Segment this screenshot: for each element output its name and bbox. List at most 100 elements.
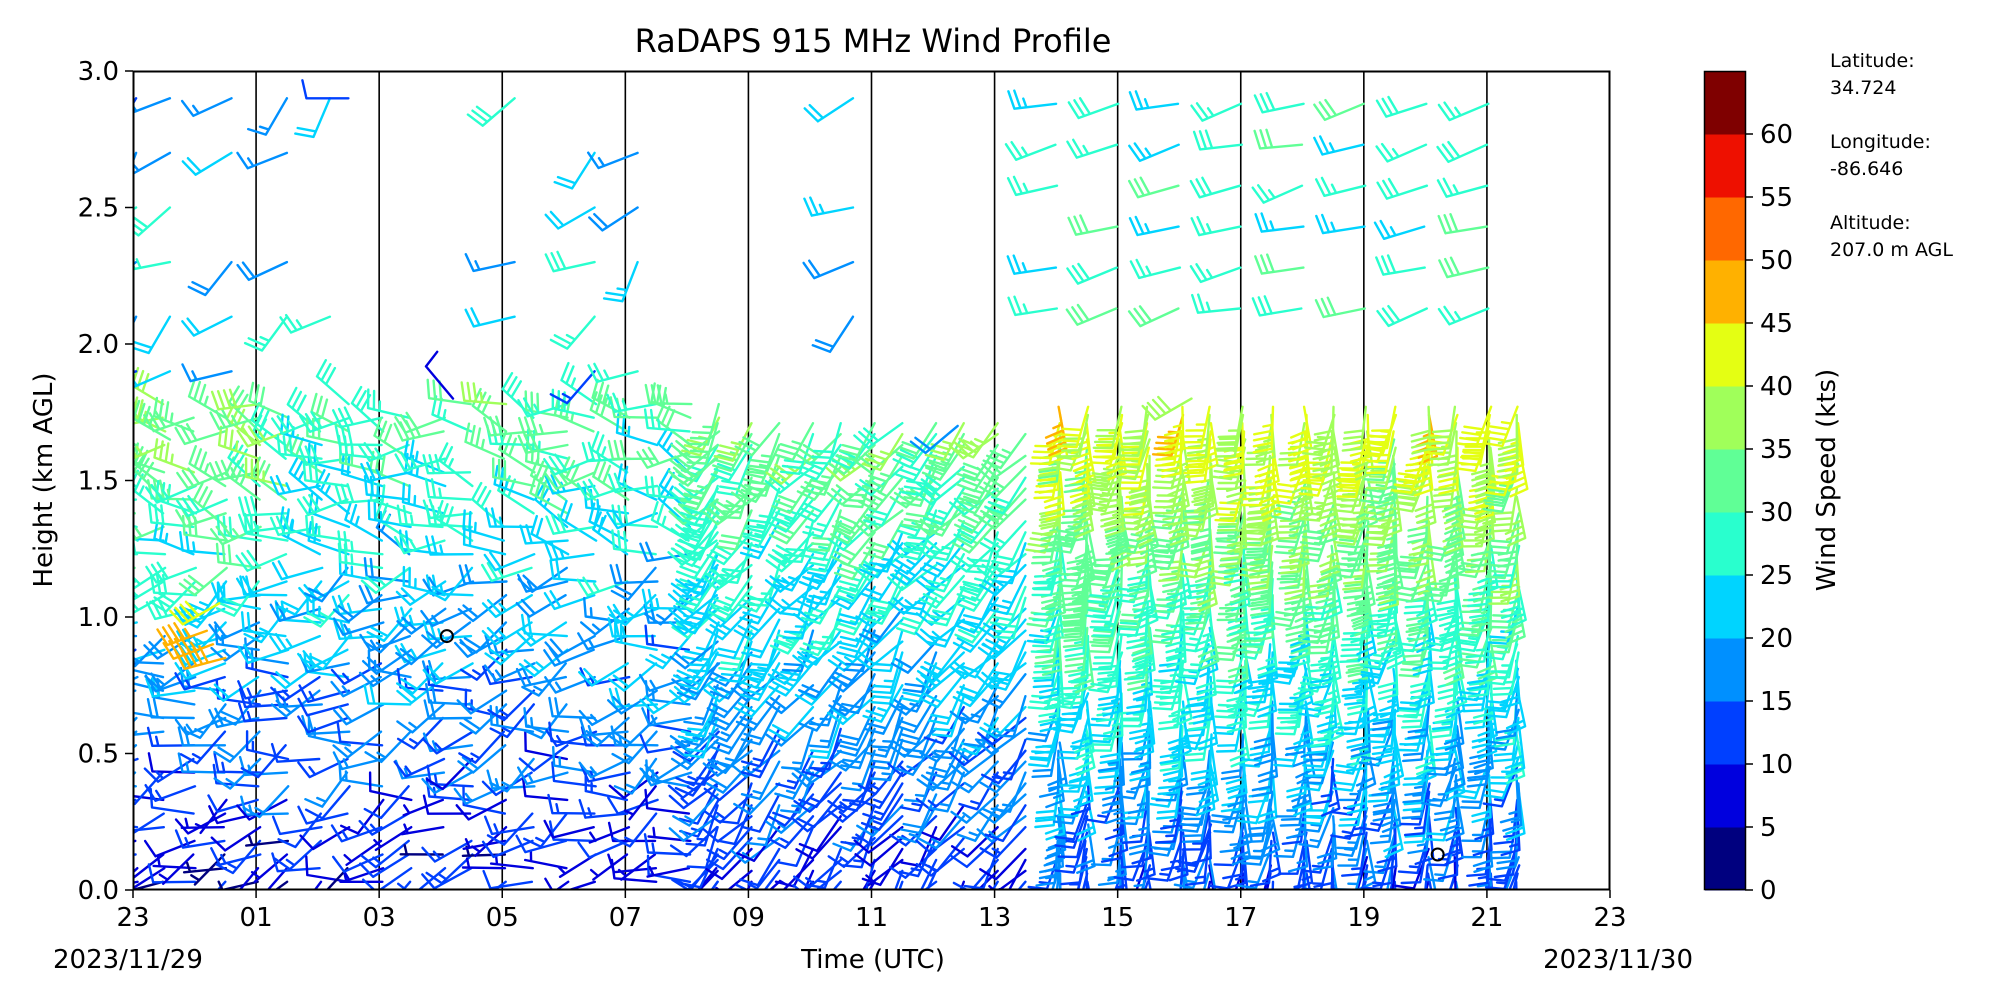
wind-barb bbox=[362, 867, 413, 890]
wind-barb bbox=[1489, 634, 1519, 679]
wind-barb bbox=[857, 476, 904, 512]
wind-barb bbox=[1375, 716, 1396, 766]
wind-barb bbox=[578, 757, 631, 779]
wind-barb bbox=[394, 411, 446, 434]
wind-barb bbox=[344, 500, 383, 542]
wind-barb bbox=[805, 531, 842, 573]
wind-barb bbox=[187, 377, 227, 419]
wind-barb bbox=[1437, 430, 1458, 479]
wind-barb bbox=[890, 542, 938, 575]
wind-barb bbox=[1257, 774, 1278, 824]
wind-barb bbox=[133, 812, 165, 835]
wind-barb bbox=[1192, 675, 1213, 725]
wind-barb bbox=[1254, 212, 1305, 233]
wind-barb bbox=[1314, 667, 1335, 716]
colorbar-segment bbox=[1705, 638, 1745, 702]
wind-barb bbox=[1045, 536, 1067, 588]
wind-barb bbox=[1441, 479, 1465, 531]
wind-barb bbox=[1457, 626, 1493, 669]
wind-barb bbox=[1321, 569, 1343, 621]
wind-barb bbox=[544, 540, 595, 562]
wind-barb bbox=[1127, 305, 1180, 328]
wind-barb bbox=[534, 482, 569, 529]
wind-barb bbox=[486, 812, 534, 846]
wind-barb bbox=[313, 880, 323, 890]
wind-barb bbox=[279, 506, 321, 542]
wind-barb bbox=[768, 880, 781, 890]
wind-barb bbox=[1339, 618, 1368, 663]
wind-barb bbox=[840, 749, 876, 792]
wind-barb bbox=[914, 509, 965, 537]
wind-barb bbox=[1504, 725, 1526, 776]
wind-barb bbox=[981, 618, 1027, 654]
wind-barb bbox=[1213, 512, 1246, 555]
wind-barb bbox=[367, 499, 412, 529]
wind-barb bbox=[1031, 553, 1062, 597]
wind-barb bbox=[1375, 142, 1428, 163]
wind-barb bbox=[240, 744, 287, 779]
wind-barb bbox=[607, 439, 657, 461]
wind-barb bbox=[515, 666, 567, 688]
wind-barb bbox=[236, 575, 288, 596]
wind-barb bbox=[1060, 675, 1088, 722]
wind-barb bbox=[149, 580, 197, 613]
wind-barb bbox=[745, 487, 781, 530]
wind-barb bbox=[716, 454, 753, 497]
wind-barb bbox=[1429, 716, 1458, 762]
wind-barb bbox=[424, 477, 472, 501]
wind-barb bbox=[1262, 831, 1282, 883]
wind-barb bbox=[741, 618, 781, 659]
wind-barb bbox=[237, 680, 288, 700]
wind-barb bbox=[133, 315, 172, 355]
wind-barb bbox=[1302, 438, 1333, 482]
wind-barb bbox=[1243, 512, 1273, 557]
wind-barb bbox=[1103, 487, 1125, 538]
wind-barb bbox=[709, 574, 753, 612]
wind-barb bbox=[774, 847, 815, 888]
wind-barb bbox=[543, 819, 595, 839]
wind-barb bbox=[1006, 254, 1058, 275]
wind-barb bbox=[834, 563, 876, 603]
wind-barb bbox=[242, 785, 290, 819]
wind-barb bbox=[1305, 872, 1311, 890]
wind-barb bbox=[332, 406, 384, 429]
wind-barb bbox=[1311, 757, 1335, 805]
wind-barb bbox=[916, 760, 965, 792]
wind-barb bbox=[1336, 454, 1367, 498]
wind-barb bbox=[808, 684, 842, 727]
wind-barb bbox=[1299, 503, 1335, 546]
wind-barb bbox=[606, 392, 658, 413]
wind-barb bbox=[1313, 135, 1365, 156]
wind-barb bbox=[298, 684, 350, 703]
wind-barb bbox=[980, 487, 1027, 522]
wind-barb bbox=[708, 695, 753, 731]
wind-barb bbox=[739, 509, 781, 549]
wind-barb bbox=[1255, 585, 1276, 636]
colorbar-tick-label: 10 bbox=[1760, 750, 1793, 780]
wind-barb bbox=[374, 499, 413, 542]
start-date-label: 2023/11/29 bbox=[53, 945, 203, 975]
wind-barb bbox=[915, 618, 965, 647]
wind-barb bbox=[394, 643, 447, 664]
wind-barb bbox=[552, 745, 597, 774]
wind-barb bbox=[923, 880, 938, 890]
wind-barb bbox=[308, 492, 351, 529]
wind-barb bbox=[1354, 561, 1376, 613]
wind-barb bbox=[180, 97, 233, 117]
wind-barb bbox=[740, 760, 781, 801]
wind-barb bbox=[1168, 741, 1189, 792]
wind-barb bbox=[158, 853, 195, 885]
wind-barb bbox=[1340, 602, 1369, 647]
wind-barb bbox=[549, 559, 597, 583]
wind-barb bbox=[1062, 602, 1089, 648]
wind-barb bbox=[805, 847, 842, 890]
wind-barb bbox=[544, 206, 596, 230]
wind-barb bbox=[175, 645, 227, 670]
wind-barb bbox=[360, 566, 411, 594]
wind-barb bbox=[1162, 544, 1183, 594]
wind-barb bbox=[792, 869, 842, 890]
wind-barb bbox=[1345, 626, 1369, 674]
wind-barb bbox=[1315, 176, 1367, 197]
wind-barb bbox=[767, 815, 815, 849]
wind-barb bbox=[1434, 675, 1456, 724]
